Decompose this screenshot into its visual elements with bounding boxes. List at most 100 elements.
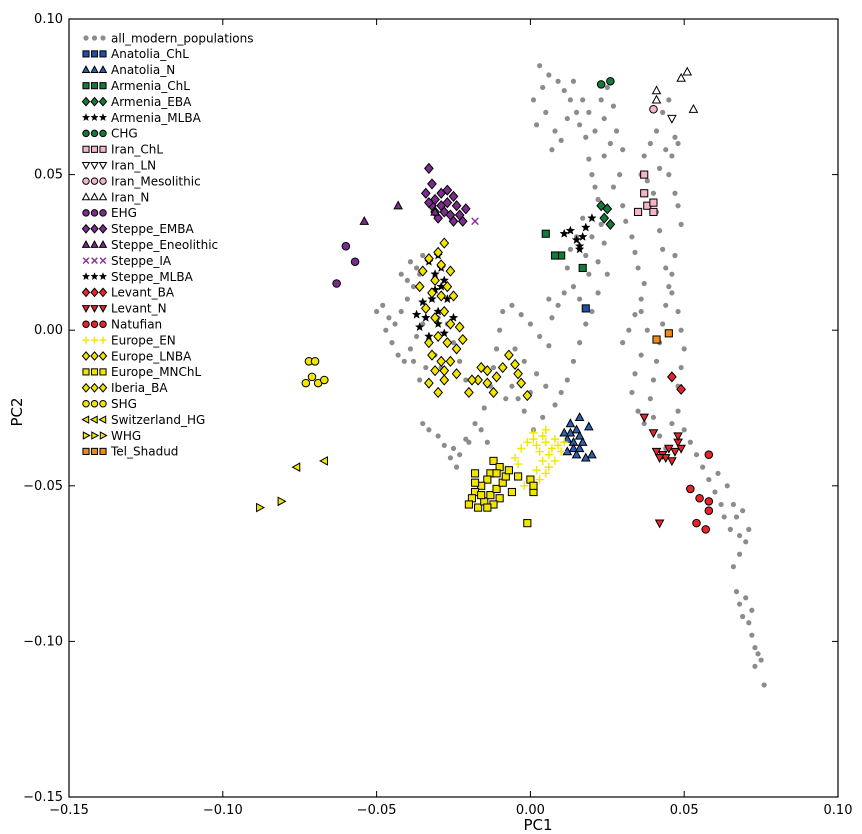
legend-marker <box>98 382 108 393</box>
data-point <box>598 97 604 103</box>
data-point <box>439 374 450 386</box>
legend-marker <box>99 177 107 185</box>
series-tel-shadud <box>652 329 673 344</box>
data-point <box>663 302 669 308</box>
data-point <box>521 358 527 364</box>
data-point <box>491 371 502 383</box>
data-point <box>538 456 547 466</box>
data-point <box>730 501 737 508</box>
data-point <box>678 364 684 371</box>
data-point <box>736 532 743 539</box>
data-point <box>656 165 663 171</box>
data-point <box>587 213 597 223</box>
data-point <box>530 97 537 103</box>
data-point <box>574 443 585 453</box>
data-point <box>632 249 638 255</box>
data-point <box>436 200 447 212</box>
data-point <box>589 234 595 240</box>
data-point <box>504 466 513 475</box>
legend-label: WHG <box>111 429 141 443</box>
data-point <box>413 333 420 340</box>
legend-marker <box>99 145 107 153</box>
data-point <box>472 420 478 427</box>
data-point <box>513 459 523 469</box>
data-point <box>478 427 484 433</box>
data-point <box>654 454 665 464</box>
data-point <box>527 321 534 327</box>
data-point <box>457 333 468 346</box>
data-point <box>755 651 761 657</box>
data-point <box>749 632 755 638</box>
legend-label: all_modern_populations <box>111 31 254 45</box>
data-point <box>420 187 431 199</box>
data-point <box>565 418 576 428</box>
data-point <box>466 439 472 445</box>
data-point <box>537 333 543 340</box>
data-point <box>651 85 662 95</box>
data-point <box>547 444 557 453</box>
data-point <box>686 484 695 494</box>
data-point <box>558 389 564 396</box>
data-point <box>448 190 459 202</box>
legend-marker <box>90 209 99 217</box>
data-point <box>669 290 675 296</box>
legend-label: Steppe_IA <box>111 254 172 268</box>
data-point <box>599 212 610 224</box>
data-point <box>638 308 644 315</box>
legend-item: Iran_Mesolithic <box>82 174 201 188</box>
data-point <box>464 386 474 399</box>
legend-label: Armenia_EBA <box>111 95 192 109</box>
data-point <box>733 514 740 520</box>
data-point <box>533 122 540 128</box>
series-iran-ln <box>667 114 677 124</box>
data-point <box>553 441 563 450</box>
legend-marker <box>81 65 91 73</box>
data-point <box>641 420 647 427</box>
data-point <box>635 265 641 271</box>
data-point <box>617 172 623 178</box>
data-point <box>483 475 492 484</box>
data-point <box>448 215 459 227</box>
data-point <box>420 420 426 427</box>
legend-marker <box>99 82 107 90</box>
data-point <box>610 184 617 190</box>
data-point <box>442 281 453 293</box>
y-axis-label: PC2 <box>8 397 26 426</box>
legend-marker <box>90 287 99 298</box>
data-point <box>681 346 687 352</box>
legend-marker <box>90 82 99 90</box>
data-point <box>721 514 727 520</box>
data-point <box>546 296 552 302</box>
data-point <box>718 501 724 508</box>
data-point <box>535 475 544 484</box>
data-point <box>435 433 441 439</box>
data-point <box>704 450 714 459</box>
data-point <box>583 252 589 259</box>
legend-item: Anatolia_N <box>81 63 175 77</box>
legend-label: Iran_N <box>111 190 149 204</box>
data-point <box>546 72 552 78</box>
legend-marker <box>82 336 90 344</box>
data-point <box>581 304 590 313</box>
data-point <box>641 280 647 287</box>
legend-marker <box>81 113 91 122</box>
data-point <box>310 357 320 366</box>
data-point <box>571 234 582 244</box>
legend-marker <box>82 209 90 217</box>
data-point <box>574 430 585 440</box>
data-point <box>758 657 764 663</box>
legend-item: Levant_N <box>81 302 167 316</box>
series-iran-chl <box>633 170 658 217</box>
data-point <box>667 371 677 383</box>
data-point <box>570 78 577 84</box>
data-point <box>451 200 462 212</box>
x-axis-label: PC1 <box>523 816 552 834</box>
legend-marker <box>98 192 108 201</box>
data-point <box>404 277 410 284</box>
data-point <box>457 358 463 364</box>
data-point <box>529 428 538 438</box>
data-point <box>497 361 508 374</box>
series-chg <box>596 76 615 89</box>
data-point <box>564 377 570 383</box>
data-point <box>513 368 523 380</box>
